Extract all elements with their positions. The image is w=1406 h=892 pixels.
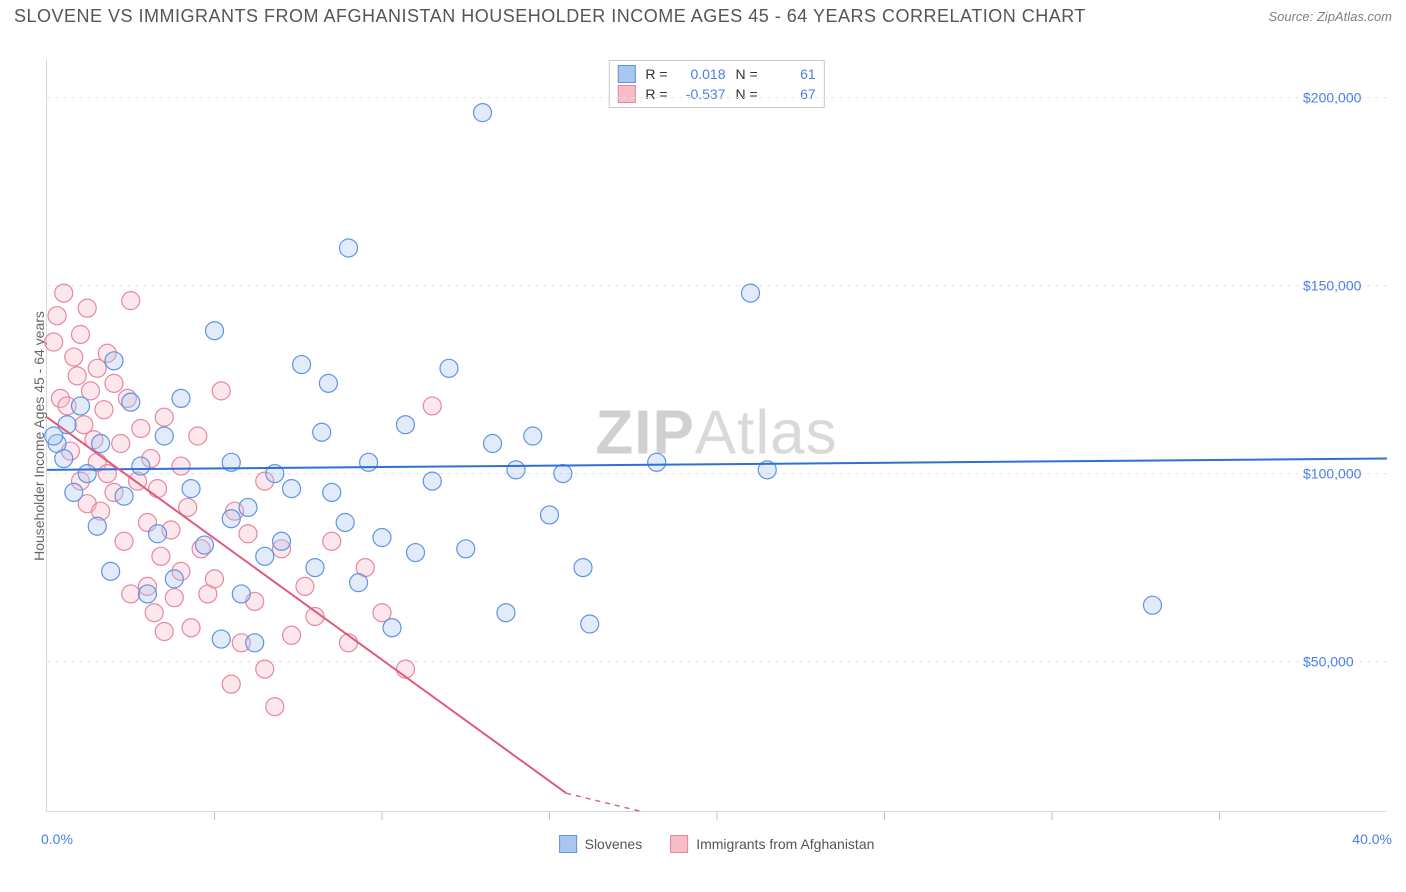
svg-text:$50,000: $50,000	[1303, 654, 1354, 670]
scatter-svg: $50,000 $100,000 $150,000 $200,000	[47, 60, 1386, 811]
series-a-label: Slovenes	[585, 836, 643, 852]
chart-title: SLOVENE VS IMMIGRANTS FROM AFGHANISTAN H…	[14, 6, 1086, 27]
x-min-label: 0.0%	[41, 831, 73, 847]
legend-swatch-b-btm	[670, 835, 688, 853]
svg-text:$100,000: $100,000	[1303, 466, 1362, 482]
svg-text:$200,000: $200,000	[1303, 90, 1362, 106]
source-label: Source: ZipAtlas.com	[1268, 9, 1392, 24]
x-max-label: 40.0%	[1352, 831, 1392, 847]
plot-area: ZIPAtlas Householder Income Ages 45 - 64…	[46, 60, 1386, 812]
svg-text:$150,000: $150,000	[1303, 278, 1362, 294]
series-legend: Slovenes Immigrants from Afghanistan	[559, 835, 875, 853]
series-b-label: Immigrants from Afghanistan	[696, 836, 874, 852]
legend-swatch-a-btm	[559, 835, 577, 853]
